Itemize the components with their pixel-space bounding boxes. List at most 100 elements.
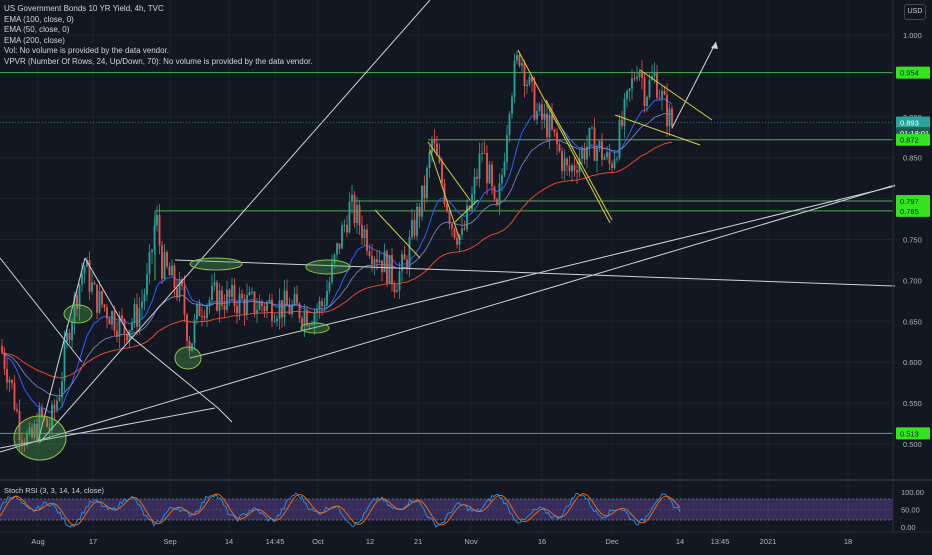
currency-button[interactable]: USD (904, 4, 926, 20)
candle-body (508, 113, 511, 135)
candle-body (461, 228, 463, 236)
candle-body (68, 332, 71, 341)
candle-body (81, 273, 83, 285)
trendline-projection (129, 335, 219, 409)
candle-body (343, 224, 346, 226)
candle-body (1, 345, 3, 353)
candle-body (51, 404, 53, 431)
trendline-steep (39, 0, 431, 443)
stoch-k-line (0, 492, 681, 528)
candle-body (216, 282, 218, 311)
candle-body (33, 424, 36, 438)
ema-50-line (1, 112, 673, 397)
candle-body (591, 127, 593, 129)
x-tick-label: 21 (414, 537, 422, 546)
arrow-head-up (711, 42, 718, 49)
trendline-rising-support (0, 184, 896, 453)
candle-body (223, 305, 226, 310)
candle-body (573, 165, 576, 171)
candle-body (263, 306, 266, 312)
trendline-mid (189, 185, 896, 359)
candle-body (401, 254, 403, 271)
candle-body (318, 301, 321, 310)
candle-body (83, 266, 86, 274)
highlight-ellipse (305, 259, 351, 275)
candle-body (543, 113, 546, 120)
highlight-ellipse (300, 322, 330, 334)
candle-body (653, 72, 656, 77)
candle-body (406, 259, 408, 268)
candle-body (433, 139, 436, 144)
trendline-bottom (0, 407, 216, 449)
candle-body (221, 290, 223, 306)
candle-body (371, 255, 373, 264)
highlight-ellipse (189, 257, 243, 271)
legend-ema-50[interactable]: EMA (50, close, 0) (4, 25, 70, 34)
candle-body (363, 229, 366, 239)
candle-body (233, 285, 236, 307)
candle-body (446, 203, 448, 212)
legend-vpvr[interactable]: VPVR (Number Of Rows, 24, Up/Down, 70): … (4, 56, 313, 66)
candle-body (548, 114, 551, 138)
candle-body (661, 91, 663, 99)
candle-body (368, 250, 371, 256)
candle-body (388, 255, 391, 284)
candle-body (551, 114, 553, 130)
price-label-box (896, 427, 930, 440)
legend-title[interactable]: US Government Bonds 10 YR Yield, 4h, TVC (4, 4, 164, 13)
candle-body (231, 285, 233, 297)
candle-body (506, 134, 508, 162)
candle-body (18, 410, 21, 440)
candle-body (423, 185, 426, 199)
candle-body (613, 159, 616, 169)
candle-body (451, 223, 453, 229)
legend-volume[interactable]: Vol: No volume is provided by the data v… (4, 46, 169, 55)
candle-body (181, 279, 183, 286)
candle-body (26, 433, 28, 446)
candle-body (213, 282, 216, 286)
candle-body (383, 251, 386, 273)
candle-body (323, 305, 326, 307)
candle-body (103, 304, 106, 308)
candle-body (148, 252, 151, 275)
price-label-box (896, 66, 930, 79)
candle-body (501, 174, 503, 184)
candle-body (193, 319, 196, 344)
candle-body (278, 300, 281, 319)
candle-body (563, 158, 566, 172)
candle-body (76, 295, 78, 309)
candle-body (361, 225, 363, 239)
candles (1, 50, 673, 456)
price-label-text: 0.797 (900, 197, 919, 206)
candle-body (321, 301, 323, 307)
stoch-rsi-label[interactable]: Stoch RSI (3, 3, 14, 14, close) (4, 486, 105, 495)
price-label-box (896, 204, 930, 217)
candle-body (463, 228, 466, 230)
legend-ema-200[interactable]: EMA (200, close) (4, 35, 65, 45)
candle-body (526, 84, 528, 87)
candle-body (183, 285, 186, 315)
candle-body (168, 266, 171, 276)
legend-ema-100[interactable]: EMA (100, close, 0) (4, 14, 74, 24)
candle-body (196, 304, 198, 320)
candle-body (603, 157, 606, 160)
candle-body (131, 322, 133, 331)
stoch-tick-label: 100.00 (901, 488, 924, 497)
x-tick-label: 16 (538, 537, 546, 546)
stoch-tick-label: 0.00 (901, 523, 916, 532)
candle-body (176, 288, 178, 298)
candle-body (518, 55, 521, 66)
candle-body (486, 153, 488, 184)
candle-body (641, 71, 643, 78)
candle-body (671, 108, 673, 127)
x-tick-label: 13:45 (711, 537, 730, 546)
candle-body (631, 78, 633, 89)
candle-body (118, 315, 121, 337)
candle-body (11, 379, 13, 384)
candle-body (111, 311, 113, 325)
price-label-text: 01:18:01 (900, 129, 929, 138)
candle-body (291, 304, 293, 315)
